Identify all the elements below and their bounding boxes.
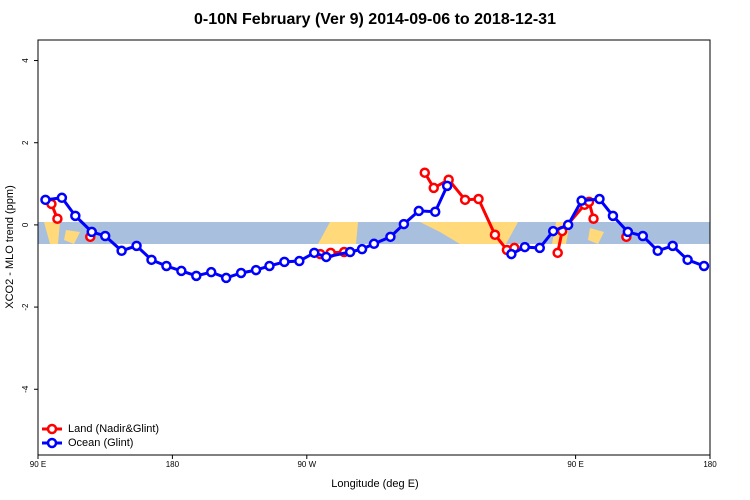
data-point [667, 240, 678, 252]
data-point [235, 267, 247, 279]
data-point [588, 213, 599, 224]
legend-label: Ocean (Glint) [68, 437, 133, 449]
plot-frame [37, 39, 711, 456]
data-point [309, 247, 320, 259]
data-point [506, 248, 517, 260]
data-point [622, 226, 634, 238]
data-point [294, 255, 305, 267]
data-point [459, 194, 471, 206]
legend-marker [46, 423, 58, 435]
data-point [398, 218, 410, 230]
data-point [356, 243, 368, 255]
data-point [547, 225, 559, 237]
data-point [429, 206, 441, 218]
data-point [52, 213, 63, 224]
legend-marker [46, 437, 58, 449]
data-point [161, 260, 172, 272]
data-point [205, 266, 217, 278]
data-point [413, 205, 425, 217]
data-point [70, 210, 81, 222]
y-tick-label: 4 [21, 58, 30, 63]
data-point [264, 260, 275, 272]
data-point [652, 245, 663, 257]
y-axis-label: XCO2 - MLO trend (ppm) [4, 185, 16, 308]
y-tick-label: 2 [21, 140, 30, 145]
x-tick-label: 90 W [297, 460, 316, 469]
data-point [40, 194, 51, 206]
y-tick-label: -2 [21, 303, 30, 311]
data-point [385, 231, 396, 243]
data-point [489, 229, 501, 241]
data-point [86, 226, 98, 238]
x-tick-label: 180 [703, 460, 717, 469]
data-point [594, 193, 605, 205]
chart-title: 0-10N February (Ver 9) 2014-09-06 to 201… [194, 11, 556, 28]
data-point [116, 245, 127, 257]
data-point [279, 256, 290, 268]
data-point [176, 265, 187, 277]
data-point [519, 241, 531, 253]
legend-label: Land (Nadir&Glint) [68, 423, 159, 435]
data-point [419, 167, 431, 178]
x-axis-label: Longitude (deg E) [331, 478, 418, 490]
data-point [552, 247, 563, 259]
data-point [441, 180, 453, 192]
series-line [45, 185, 449, 280]
data-point [320, 251, 332, 263]
data-point [637, 230, 649, 242]
x-tick-label: 90 E [567, 460, 583, 469]
data-point [131, 240, 142, 252]
x-tick-label: 90 E [30, 460, 46, 469]
data-point [428, 182, 439, 194]
data-point [562, 219, 574, 231]
data-point [56, 192, 68, 204]
data-point [250, 264, 262, 276]
data-point [146, 254, 157, 266]
y-tick-label: 0 [21, 222, 30, 227]
data-point [698, 260, 710, 272]
x-tick-label: 180 [166, 460, 180, 469]
data-point [534, 242, 546, 254]
y-tick-label: -4 [21, 385, 30, 393]
data-point [220, 272, 232, 284]
data-point [682, 254, 693, 266]
data-point [344, 246, 356, 258]
data-point [99, 230, 111, 242]
data-point [368, 238, 380, 250]
data-point [576, 195, 587, 206]
data-point [607, 210, 619, 222]
data-point [191, 270, 202, 282]
data-point [473, 193, 484, 205]
